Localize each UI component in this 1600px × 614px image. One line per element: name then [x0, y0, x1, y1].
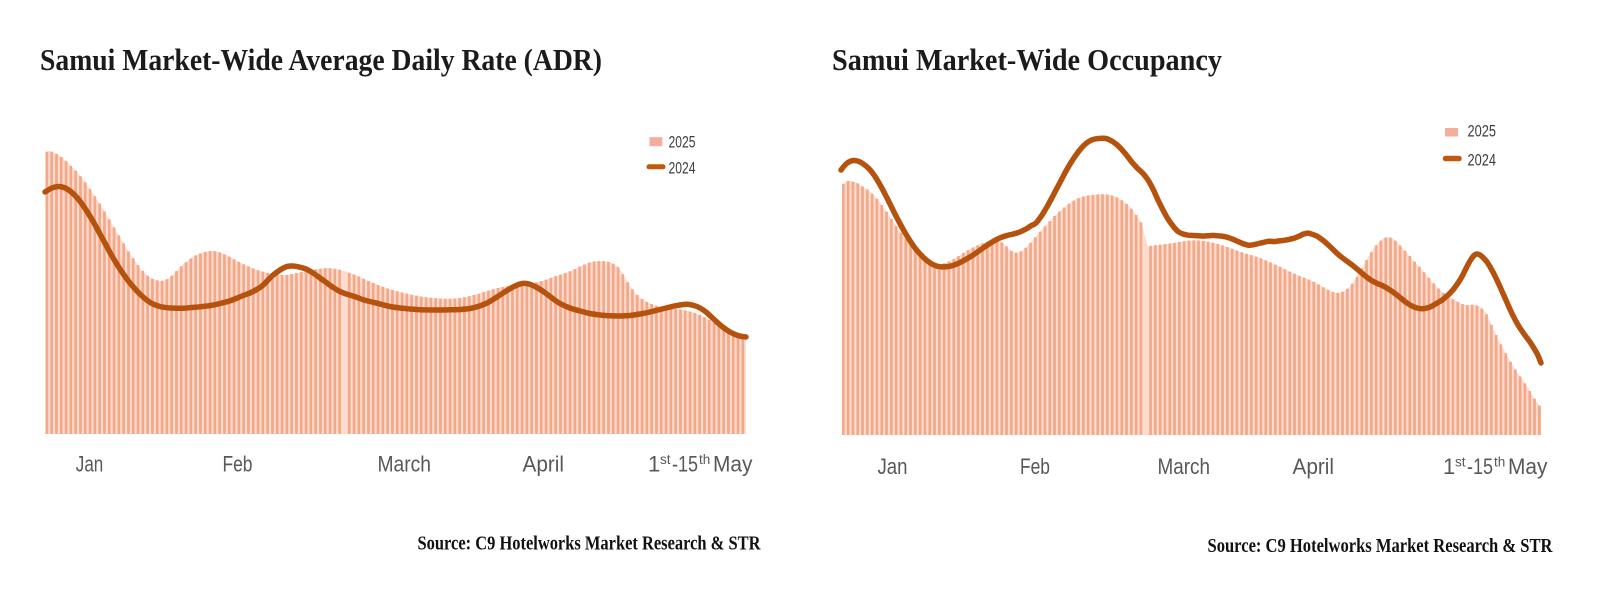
svg-text:2025: 2025	[669, 134, 696, 152]
svg-text:-15: -15	[672, 452, 698, 477]
svg-text:April: April	[523, 452, 565, 477]
svg-text:2025: 2025	[1468, 123, 1497, 141]
svg-text:2024: 2024	[1468, 151, 1497, 169]
svg-text:March: March	[1158, 454, 1211, 479]
svg-text:-15: -15	[1467, 454, 1493, 479]
svg-text:Samui Market-Wide Average Dail: Samui Market-Wide Average Daily Rate (AD…	[40, 42, 602, 77]
svg-text:Source: C9 Hotelworks Market R: Source: C9 Hotelworks Market Research & …	[418, 534, 762, 555]
svg-text:Samui Market-Wide Occupancy: Samui Market-Wide Occupancy	[832, 42, 1222, 77]
svg-text:April: April	[1293, 454, 1335, 479]
svg-text:th: th	[699, 452, 710, 467]
svg-text:Feb: Feb	[223, 452, 253, 477]
svg-text:1: 1	[648, 452, 660, 477]
svg-text:Jan: Jan	[878, 454, 908, 479]
svg-text:2024: 2024	[669, 159, 696, 177]
svg-text:May: May	[713, 452, 753, 477]
svg-text:st: st	[660, 452, 671, 467]
svg-text:Source: C9 Hotelworks Market R: Source: C9 Hotelworks Market Research & …	[1208, 536, 1554, 557]
svg-text:May: May	[1508, 454, 1548, 479]
svg-text:March: March	[378, 452, 432, 477]
svg-text:th: th	[1494, 455, 1505, 470]
svg-text:st: st	[1455, 455, 1466, 470]
svg-text:1: 1	[1443, 454, 1455, 479]
svg-text:Jan: Jan	[76, 452, 104, 477]
svg-text:Feb: Feb	[1020, 454, 1050, 479]
